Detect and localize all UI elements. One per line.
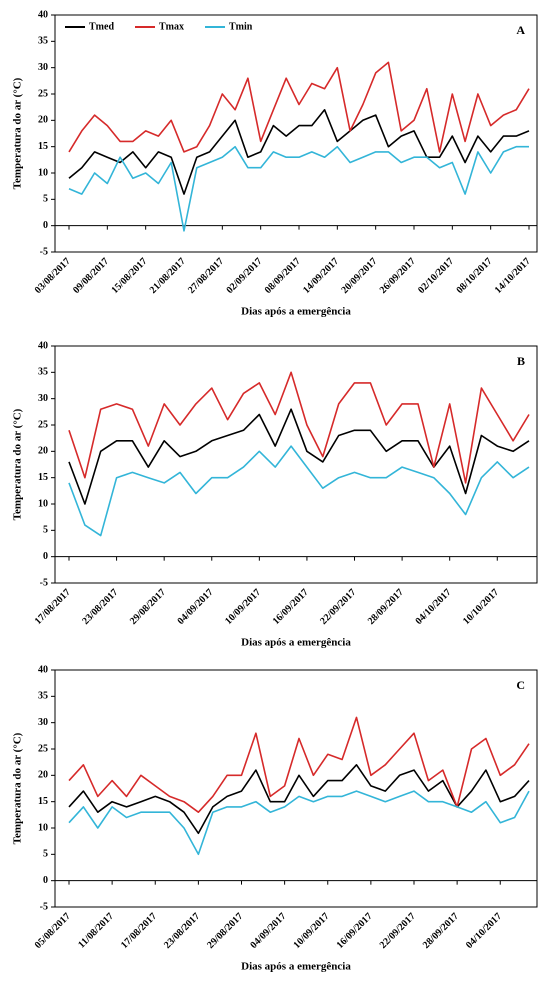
x-tick-label: 23/08/2017	[162, 911, 202, 951]
x-tick-label: 14/09/2017	[301, 256, 341, 296]
x-tick-label: 27/08/2017	[186, 256, 226, 296]
y-tick-label: 30	[38, 393, 48, 404]
y-tick-label: -5	[40, 577, 48, 588]
panel-label: C	[516, 678, 525, 692]
series-line	[68, 145, 529, 232]
legend-label: Tmax	[159, 21, 184, 32]
x-tick-label: 14/10/2017	[493, 256, 533, 296]
chart-panel: -5 0 5 10 15 20 25 30 35 40 17/08/2017 23/08/2017 29…	[12, 340, 538, 649]
x-tick-label: 17/08/2017	[33, 587, 73, 627]
x-tick-label: 04/09/2017	[176, 587, 216, 627]
x-tick-label: 08/10/2017	[454, 256, 494, 296]
y-tick-label: 15	[38, 472, 48, 483]
y-tick-label: 5	[43, 849, 48, 860]
y-tick-label: 15	[38, 141, 48, 152]
panel-label: B	[517, 354, 525, 368]
x-tick-label: 03/08/2017	[33, 256, 73, 296]
x-tick-label: 17/08/2017	[119, 911, 159, 951]
x-tick-label: 28/09/2017	[366, 587, 406, 627]
y-tick-label: 25	[38, 743, 48, 754]
series-line	[68, 371, 530, 484]
chart-panel: -5 0 5 10 15 20 25 30 35 40 03/08/201709/08/201715…	[12, 9, 538, 318]
plot-frame	[54, 345, 538, 584]
x-tick-label: 10/09/2017	[291, 911, 331, 951]
x-tick-label: 20/09/2017	[339, 256, 379, 296]
panel-label: A	[516, 23, 525, 37]
y-tick-label: 40	[38, 340, 48, 351]
x-tick-label: 02/10/2017	[416, 256, 456, 296]
y-tick-label: 0	[43, 551, 48, 562]
x-tick-label: 05/08/2017	[33, 911, 73, 951]
y-tick-label: 35	[38, 691, 48, 702]
legend-label: Tmin	[229, 21, 253, 32]
x-tick-label: 10/09/2017	[223, 587, 263, 627]
y-tick-label: 40	[38, 9, 48, 20]
y-tick-label: 20	[38, 446, 48, 457]
plot-frame	[54, 14, 538, 253]
x-tick-label: 09/08/2017	[71, 256, 111, 296]
x-tick-label: 23/08/2017	[80, 587, 120, 627]
series-line	[68, 790, 530, 856]
x-tick-label: 10/10/2017	[461, 587, 501, 627]
x-tick-label: 22/09/2017	[378, 911, 418, 951]
y-tick-label: 5	[43, 194, 48, 205]
plot-frame	[54, 669, 538, 908]
x-tick-label: 11/08/2017	[76, 911, 116, 951]
x-tick-label: 08/09/2017	[263, 256, 303, 296]
y-tick-label: 35	[38, 367, 48, 378]
y-tick-label: 20	[38, 770, 48, 781]
x-tick-label: 04/10/2017	[413, 587, 453, 627]
x-tick-label: 04/09/2017	[248, 911, 288, 951]
y-axis-label: Temperatura do ar (°C)	[12, 732, 24, 844]
series-line	[68, 61, 530, 153]
series-line	[68, 109, 530, 195]
y-tick-label: -5	[40, 246, 48, 257]
y-tick-label: 25	[38, 419, 48, 430]
x-tick-label: 26/09/2017	[378, 256, 418, 296]
x-tick-label: 22/09/2017	[318, 587, 358, 627]
y-axis-label: Temperatura do ar (°C)	[12, 408, 24, 520]
y-tick-label: 5	[43, 525, 48, 536]
y-tick-label: 25	[38, 88, 48, 99]
x-tick-label: 29/08/2017	[205, 911, 245, 951]
x-tick-label: 15/08/2017	[109, 256, 149, 296]
y-axis-label: Temperatura do ar (°C)	[12, 77, 24, 189]
y-tick-label: 30	[38, 62, 48, 73]
y-tick-label: 10	[38, 822, 48, 833]
y-tick-label: 20	[38, 115, 48, 126]
y-tick-label: 40	[38, 664, 48, 675]
x-tick-label: 04/10/2017	[464, 911, 504, 951]
x-tick-label: 16/09/2017	[271, 587, 311, 627]
y-tick-label: 10	[38, 167, 48, 178]
x-tick-label: 21/08/2017	[148, 256, 188, 296]
x-axis-label: Dias após a emergência	[241, 306, 351, 318]
x-tick-label: 29/08/2017	[128, 587, 168, 627]
series-line	[68, 764, 530, 835]
y-tick-label: 15	[38, 796, 48, 807]
y-tick-label: -5	[40, 901, 48, 912]
series-line	[68, 408, 530, 505]
x-axis-label: Dias após a emergência	[241, 637, 351, 649]
y-tick-label: 35	[38, 36, 48, 47]
y-tick-label: 10	[38, 498, 48, 509]
series-line	[68, 716, 530, 813]
x-tick-label: 02/09/2017	[224, 256, 264, 296]
chart-panel: -5 0 5 10 15 20 25 30 35 40 05/08/2017 11/08/2017 17…	[12, 664, 538, 973]
y-tick-label: 0	[43, 875, 48, 886]
x-axis-label: Dias após a emergência	[241, 961, 351, 973]
legend-label: Tmed	[89, 21, 114, 32]
x-tick-label: 28/09/2017	[421, 911, 461, 951]
x-tick-label: 16/09/2017	[335, 911, 375, 951]
series-line	[68, 445, 530, 537]
y-tick-label: 30	[38, 717, 48, 728]
y-tick-label: 0	[43, 220, 48, 231]
